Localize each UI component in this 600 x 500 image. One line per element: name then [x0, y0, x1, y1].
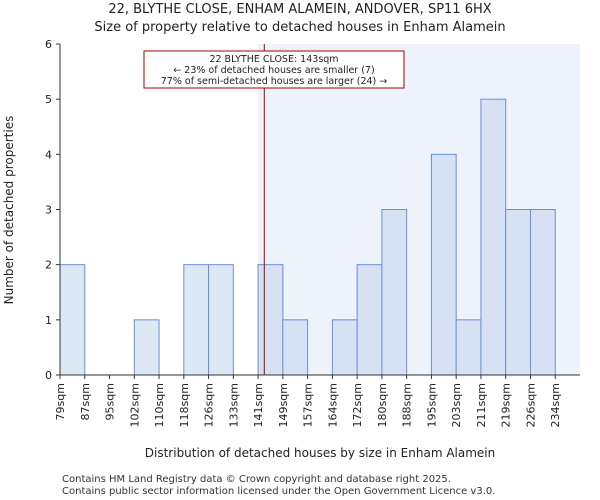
x-tick-label: 126sqm [203, 383, 216, 427]
y-axis-label: Number of detached properties [2, 116, 16, 305]
x-tick-label: 87sqm [79, 383, 92, 420]
bar-219sqm [505, 209, 531, 376]
x-tick-label: 219sqm [500, 383, 513, 427]
bar-126sqm [208, 264, 234, 376]
x-tick-label: 188sqm [401, 383, 414, 427]
y-tick-label: 0 [45, 369, 52, 382]
bar-149sqm [282, 319, 309, 376]
y-tick-label: 2 [45, 259, 52, 272]
y-tick-label: 6 [45, 38, 52, 51]
annotation-box [143, 50, 405, 89]
x-tick-label: 141sqm [252, 383, 265, 427]
bar-195sqm [430, 153, 457, 376]
chart-subtitle: Size of property relative to detached ho… [94, 20, 506, 35]
chart-title: 22, BLYTHE CLOSE, ENHAM ALAMEIN, ANDOVER… [108, 2, 492, 17]
footer-licence: Contains public sector information licen… [62, 486, 496, 497]
bar-164sqm [331, 319, 358, 376]
footer-copyright: Contains HM Land Registry data © Crown c… [62, 474, 451, 485]
bar-180sqm [381, 209, 408, 376]
x-tick-label: 180sqm [376, 383, 389, 427]
x-tick-label: 195sqm [425, 383, 438, 427]
x-tick-label: 79sqm [54, 383, 67, 420]
y-tick-label: 4 [45, 148, 52, 161]
x-tick-label: 118sqm [178, 383, 191, 427]
x-tick-label: 164sqm [326, 383, 339, 427]
bar-79sqm [59, 264, 86, 376]
annotation-line-3: 77% of semi-detached houses are larger (… [161, 76, 388, 87]
bar-226sqm [529, 209, 556, 376]
y-tick-label: 3 [45, 204, 52, 217]
x-tick-label: 234sqm [549, 383, 562, 427]
x-tick-label: 172sqm [351, 383, 364, 427]
x-tick-label: 203sqm [450, 383, 463, 427]
bar-172sqm [356, 264, 383, 376]
x-tick-label: 226sqm [524, 383, 537, 427]
x-tick-label: 211sqm [475, 383, 488, 427]
y-tick-label: 5 [45, 93, 52, 106]
annotation-line-1: 22 BLYTHE CLOSE: 143sqm [209, 54, 338, 65]
x-tick-label: 157sqm [302, 383, 315, 427]
x-tick-label: 95sqm [104, 383, 117, 420]
x-tick-label: 102sqm [128, 383, 141, 427]
x-tick-label: 149sqm [277, 383, 290, 427]
x-tick-label: 133sqm [227, 383, 240, 427]
bar-203sqm [455, 319, 482, 376]
bar-211sqm [480, 98, 507, 376]
x-axis-label: Distribution of detached houses by size … [145, 446, 495, 460]
y-tick-label: 1 [45, 314, 52, 327]
bar-141sqm [257, 264, 284, 376]
x-tick-label: 110sqm [153, 383, 166, 427]
annotation-line-2: ← 23% of detached houses are smaller (7) [173, 65, 374, 76]
bar-102sqm [133, 319, 160, 376]
bar-118sqm [183, 264, 210, 376]
